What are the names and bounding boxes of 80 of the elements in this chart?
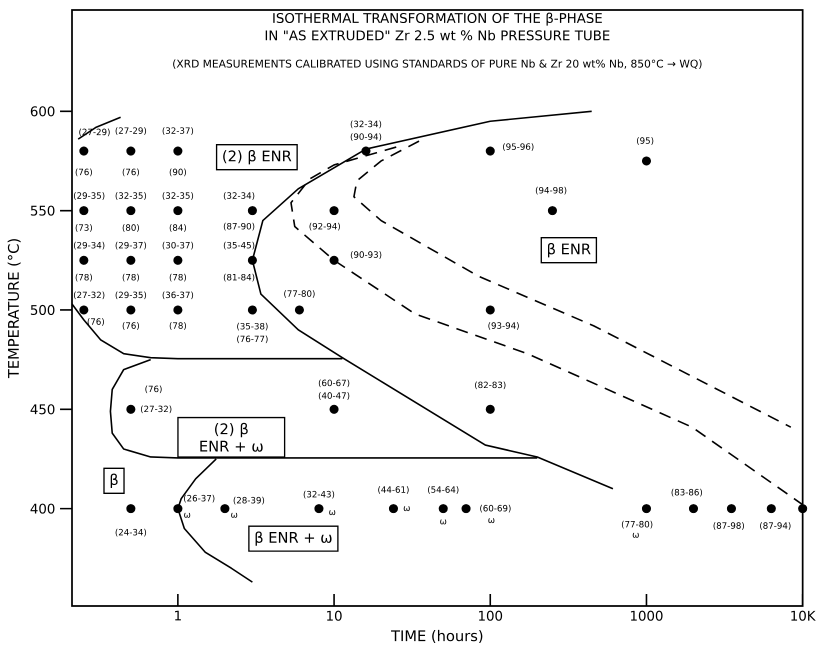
annotation: (60-69): [480, 504, 511, 513]
y-tick-label: 400: [30, 504, 54, 514]
annotation: (87-90): [224, 222, 254, 231]
annotation: (32-43): [304, 490, 334, 499]
annotation: (29-35): [74, 192, 104, 200]
annotation: (29-35): [116, 291, 146, 300]
annotation: (60-67): [318, 379, 350, 388]
annotation: (76): [122, 322, 139, 330]
annotation: (82-83): [475, 381, 506, 390]
annotation: (32-35): [162, 192, 194, 200]
annotation: (76): [76, 168, 92, 176]
annotation: ω: [440, 520, 446, 524]
annotation: (24-34): [116, 528, 146, 537]
annotation: (94-98): [536, 186, 566, 195]
text: ISOTHERMAL TRANSFORMATION OF THE β-PHASE IN "AS EXTRUDED" Zr 2.5 wt % Nb PRESSURE TUBE: [266, 12, 610, 40]
annotation: (77-80): [622, 520, 652, 529]
annotation: (44-61): [378, 486, 409, 494]
x-tick-label: 1000: [630, 610, 663, 621]
annotation: (54-64): [428, 486, 458, 494]
annotation: (83-86): [672, 488, 702, 497]
annotation: (27-32): [74, 291, 104, 300]
annotation: ω: [404, 506, 410, 512]
annotation: (30-37): [162, 242, 194, 250]
annotation: (32-34): [224, 192, 254, 200]
annotation: (76): [122, 168, 139, 176]
annotation: (73): [76, 224, 92, 232]
annotation: (28-39): [234, 496, 264, 505]
y-tick-label: 450: [30, 404, 54, 414]
annotation: (95-96): [503, 143, 534, 151]
annotation: (32-37): [162, 127, 194, 135]
annotation: β ENR + ω: [256, 532, 332, 546]
annotation: (78): [122, 274, 139, 282]
annotation: (80): [122, 224, 139, 232]
annotation: (29-37): [116, 242, 146, 250]
annotation: (78): [170, 274, 186, 282]
annotation: (40-47): [318, 392, 350, 400]
x-tick-label: 10: [327, 610, 342, 621]
annotation: (77-80): [284, 290, 315, 298]
y-axis-title: TEMPERATURE (°C): [8, 239, 21, 378]
y-tick-label: 500: [30, 304, 54, 316]
annotation: (32-35): [116, 192, 146, 200]
text: (XRD MEASUREMENTS CALIBRATED USING STANDARDS OF PURE Nb & Zr 20 wt% Nb, 850°C → WQ): [173, 59, 702, 69]
x-axis-title: TIME (hours): [391, 630, 482, 643]
annotation: (87-98): [714, 522, 744, 530]
annotation: (2) β ENR + ω: [200, 422, 263, 452]
x-tick-label: 10K: [791, 610, 816, 621]
annotation: (95): [636, 137, 654, 145]
y-tick-label: 550: [30, 206, 54, 216]
annotation: (76): [88, 318, 104, 326]
annotation: (93-94): [488, 322, 519, 330]
annotation: (29-34): [74, 242, 104, 250]
annotation: (92-94): [310, 222, 340, 231]
y-tick-label: 600: [30, 106, 54, 116]
annotation: (35-45): [224, 242, 254, 250]
annotation: β: [110, 474, 118, 488]
annotation: ω: [632, 532, 639, 538]
annotation: (87-94): [760, 522, 791, 530]
annotation: (2) β ENR: [223, 150, 292, 164]
annotation: (78): [76, 274, 92, 282]
annotation: (35-38): [237, 322, 268, 331]
annotation: (27-29): [116, 127, 146, 135]
annotation: (90-93): [350, 251, 382, 259]
annotation: ω: [184, 512, 190, 518]
annotation: (81-84): [224, 274, 254, 282]
x-tick-label: 1: [175, 610, 181, 620]
annotation: (76): [145, 385, 162, 394]
annotation: (36-37): [162, 291, 194, 300]
annotation: ω: [231, 512, 238, 518]
annotation: ω: [329, 510, 336, 516]
annotation: (26-37): [184, 494, 214, 503]
annotation: (90-94): [350, 133, 382, 141]
annotation: (27-32): [140, 405, 172, 414]
annotation: β ENR: [548, 243, 591, 258]
annotation: (78): [170, 322, 186, 330]
annotation: (32-34): [350, 120, 382, 128]
annotation: (76-77): [237, 335, 268, 344]
annotation: ω: [488, 518, 494, 524]
x-tick-label: 100: [479, 610, 502, 621]
annotation: (90): [170, 168, 186, 176]
annotation: (84): [170, 224, 186, 232]
